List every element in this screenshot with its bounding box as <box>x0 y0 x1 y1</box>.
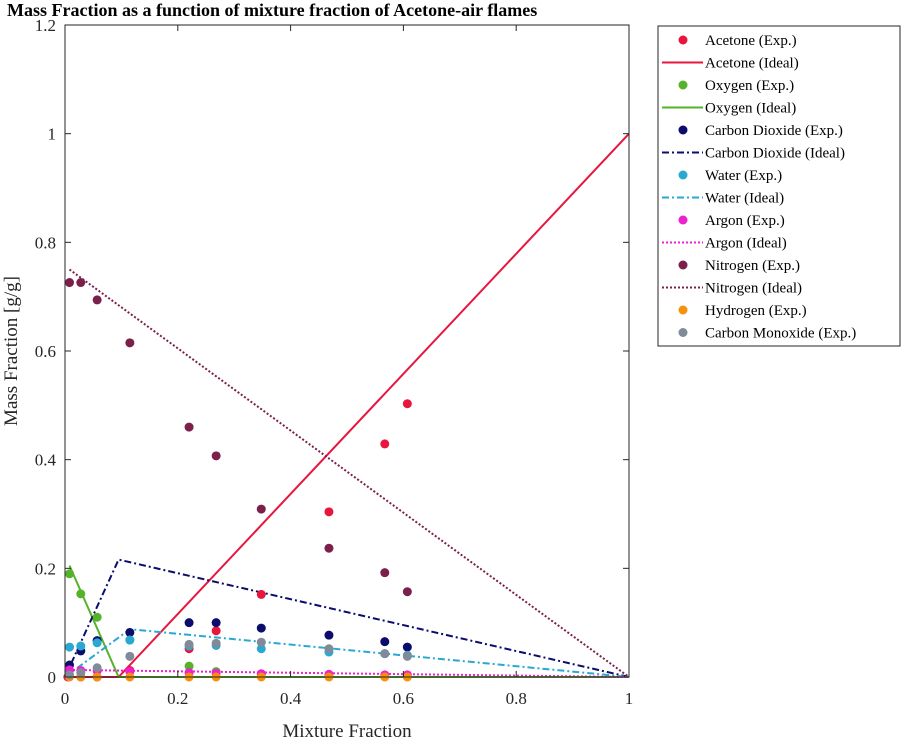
data-point-carbon-dioxide-exp <box>125 627 135 637</box>
data-point-nitrogen-exp <box>211 451 221 461</box>
y-tick-label: 0.6 <box>35 342 56 361</box>
data-point-water-exp <box>125 635 135 645</box>
data-point-nitrogen-exp <box>380 568 390 578</box>
plot-area <box>65 25 629 677</box>
data-point-acetone-exp <box>256 589 266 599</box>
data-point-carbon-monoxide-exp <box>65 670 75 680</box>
axes <box>64 24 630 678</box>
legend-marker-carbon-dioxide-exp <box>678 125 688 135</box>
data-point-carbon-monoxide-exp <box>211 638 221 648</box>
legend-entry-label: Acetone (Exp.) <box>705 33 797 49</box>
data-point-nitrogen-exp <box>125 338 135 348</box>
legend-entry-label: Hydrogen (Exp.) <box>705 303 807 319</box>
legend-entry-label: Acetone (Ideal) <box>705 56 799 72</box>
x-axis-label: Mixture Fraction <box>282 721 412 739</box>
data-point-oxygen-exp <box>76 589 86 599</box>
data-point-water-exp <box>92 638 102 648</box>
y-tick-label: 1.2 <box>35 16 56 35</box>
data-point-carbon-monoxide-exp <box>125 651 135 661</box>
y-tick-label: 0.4 <box>35 451 57 470</box>
legend-marker-hydrogen-exp <box>678 305 688 315</box>
y-axis-label: Mass Fraction [g/g] <box>1 276 22 426</box>
data-point-acetone-exp <box>380 439 390 449</box>
legend-entry-label: Carbon Monoxide (Exp.) <box>705 326 856 342</box>
data-point-carbon-dioxide-exp <box>256 623 266 633</box>
data-point-carbon-monoxide-exp <box>256 637 266 647</box>
data-point-water-exp <box>76 641 86 651</box>
data-point-carbon-dioxide-exp <box>324 630 334 640</box>
data-point-carbon-monoxide-exp <box>380 649 390 659</box>
legend-marker-acetone-exp <box>678 35 688 45</box>
data-point-nitrogen-exp <box>184 422 194 432</box>
legend-entry-label: Argon (Exp.) <box>705 213 785 229</box>
data-point-carbon-dioxide-exp <box>211 618 221 628</box>
legend-entry-label: Nitrogen (Ideal) <box>705 281 802 297</box>
data-point-carbon-monoxide-exp <box>402 651 412 661</box>
data-point-carbon-monoxide-exp <box>92 663 102 673</box>
series-line-nitrogen-ideal <box>68 268 630 678</box>
legend-entry-label: Water (Ideal) <box>705 191 784 207</box>
y-tick-label: 1 <box>48 125 57 144</box>
legend-entry-label: Oxygen (Exp.) <box>705 78 794 94</box>
data-point-nitrogen-exp <box>324 543 334 553</box>
data-point-carbon-monoxide-exp <box>76 668 86 678</box>
legend-box <box>657 25 901 347</box>
data-point-oxygen-exp <box>65 569 75 579</box>
data-point-water-exp <box>256 644 266 654</box>
legend-marker-water-exp <box>678 170 688 180</box>
x-tick-label: 0.2 <box>167 689 188 708</box>
data-point-oxygen-exp <box>92 612 102 622</box>
data-point-nitrogen-exp <box>76 278 86 288</box>
data-point-carbon-monoxide-exp <box>324 644 334 654</box>
legend-marker-carbon-monoxide-exp <box>678 328 688 337</box>
legend-marker-nitrogen-exp <box>678 260 688 270</box>
legend-marker-argon-exp <box>678 215 688 225</box>
data-point-acetone-exp <box>211 626 221 636</box>
legend-entry-label: Nitrogen (Exp.) <box>705 258 800 274</box>
data-point-nitrogen-exp <box>402 587 412 597</box>
legend-entry-label: Water (Exp.) <box>705 168 782 184</box>
legend-entry-label: Carbon Dioxide (Exp.) <box>705 123 843 139</box>
data-point-water-exp <box>65 642 75 652</box>
x-tick-label: 1 <box>625 689 634 708</box>
data-point-acetone-exp <box>402 399 412 409</box>
chart-title: Mass Fraction as a function of mixture f… <box>7 0 537 20</box>
data-point-carbon-monoxide-exp <box>184 639 194 649</box>
data-point-carbon-dioxide-exp <box>380 637 390 647</box>
y-tick-label: 0 <box>48 668 57 687</box>
data-point-carbon-dioxide-exp <box>402 642 412 652</box>
legend-entry-label: Oxygen (Ideal) <box>705 101 796 117</box>
legend: Acetone (Exp.) Acetone (Ideal) Oxygen (Exp… <box>657 25 901 347</box>
legend-entry-label: Argon (Ideal) <box>705 236 787 252</box>
x-tick-label: 0 <box>61 689 70 708</box>
legend-entry-label: Carbon Dioxide (Ideal) <box>705 146 845 162</box>
y-tick-label: 0.2 <box>35 559 56 578</box>
y-tick-label: 0.8 <box>35 233 56 252</box>
x-tick-label: 0.4 <box>280 689 302 708</box>
data-point-nitrogen-exp <box>256 504 266 514</box>
data-point-nitrogen-exp <box>92 295 102 305</box>
x-tick-label: 0.6 <box>393 689 414 708</box>
data-point-oxygen-exp <box>184 661 194 671</box>
legend-marker-oxygen-exp <box>678 80 688 90</box>
data-point-acetone-exp <box>324 507 334 517</box>
data-point-nitrogen-exp <box>65 278 75 288</box>
tick-labels: 0 0.2 0.4 0.6 0.8 1 0 0.2 0.4 0.6 0.8 1 1.2 <box>35 16 634 708</box>
data-point-carbon-dioxide-exp <box>184 618 194 628</box>
x-tick-label: 0.8 <box>506 689 527 708</box>
